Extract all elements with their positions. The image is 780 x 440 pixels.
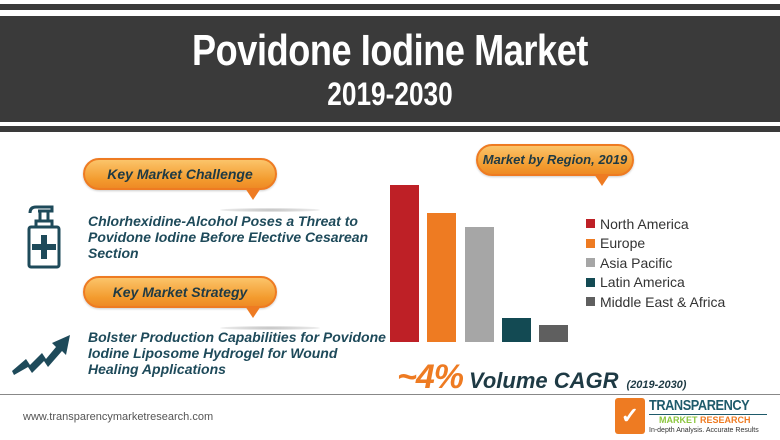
bar-middle-east-africa [539, 324, 569, 342]
legend-swatch [586, 297, 595, 307]
legend-swatch [586, 219, 595, 229]
strategy-bubble: Key Market Strategy [83, 276, 277, 318]
footer-divider [0, 394, 780, 395]
header-bottom-border [0, 126, 780, 132]
header-banner: Povidone Iodine Market 2019-2030 [0, 16, 780, 122]
legend-swatch [586, 238, 595, 248]
bubble-shadow [220, 326, 320, 330]
legend-item: Middle East & Africa [586, 292, 725, 312]
top-border [0, 4, 780, 10]
logo-subtitle: MARKET RESEARCH [649, 414, 767, 426]
legend-label: Asia Pacific [600, 254, 673, 271]
cagr-stat: ~4% Volume CAGR (2019-2030) [397, 358, 686, 397]
chart-legend: North America Europe Asia Pacific Latin Ame… [586, 214, 725, 312]
challenge-text: Chlorhexidine-Alcohol Poses a Threat to … [88, 213, 369, 261]
company-logo: ✓ TRANSPARENCY MARKET RESEARCH In-depth … [615, 398, 767, 435]
legend-item: Asia Pacific [586, 253, 725, 273]
logo-name: TRANSPARENCY [649, 397, 750, 414]
bar-latin-america [501, 318, 531, 342]
legend-label: North America [600, 215, 689, 232]
legend-swatch [586, 258, 595, 268]
bar-europe [427, 213, 457, 342]
checkmark-logo-icon: ✓ [615, 398, 645, 434]
strategy-text: Bolster Production Capabilities for Povi… [88, 329, 386, 377]
page-years: 2019-2030 [327, 76, 453, 112]
legend-item: North America [586, 214, 725, 234]
challenge-bubble: Key Market Challenge [83, 158, 277, 200]
bar-asia-pacific [464, 227, 494, 342]
cagr-value: ~4% [397, 358, 464, 396]
cagr-label: Volume CAGR [469, 368, 619, 393]
legend-label: Europe [600, 235, 646, 252]
legend-label: Latin America [600, 274, 685, 291]
region-chart-title: Market by Region, 2019 [476, 144, 634, 186]
legend-swatch [586, 277, 595, 287]
bubble-shadow [220, 208, 320, 212]
bar-north-america [390, 185, 419, 342]
trend-up-arrow-icon [12, 335, 70, 375]
website-link[interactable]: www.transparencymarketresearch.com [23, 411, 214, 423]
cagr-period: (2019-2030) [626, 379, 687, 391]
hand-sanitizer-icon [27, 205, 61, 269]
legend-item: Latin America [586, 273, 725, 293]
logo-tagline: In-depth Analysis. Accurate Results [649, 427, 759, 434]
legend-item: Europe [586, 234, 725, 254]
legend-label: Middle East & Africa [600, 293, 726, 310]
page-title: Povidone Iodine Market [192, 26, 588, 75]
